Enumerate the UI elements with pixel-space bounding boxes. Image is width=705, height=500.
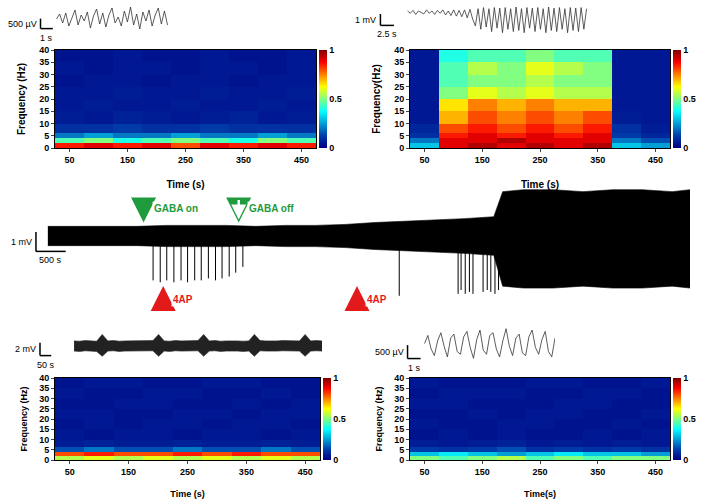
svg-text:25: 25 — [39, 404, 49, 414]
svg-text:350: 350 — [239, 467, 254, 477]
svg-text:30: 30 — [39, 394, 49, 404]
svg-text:2 mV: 2 mV — [15, 344, 36, 354]
svg-text:GABA off: GABA off — [249, 203, 294, 214]
svg-text:40: 40 — [394, 45, 404, 55]
svg-text:1 mV: 1 mV — [355, 15, 376, 25]
svg-text:50: 50 — [419, 155, 429, 165]
svg-text:Frequency (Hz): Frequency (Hz) — [374, 386, 384, 451]
svg-text:35: 35 — [394, 57, 404, 67]
svg-text:0: 0 — [683, 143, 688, 153]
svg-text:2.5 s: 2.5 s — [377, 29, 397, 39]
svg-text:Time (s): Time (s) — [166, 179, 204, 190]
svg-text:50 s: 50 s — [37, 360, 55, 370]
svg-text:450: 450 — [294, 155, 309, 165]
svg-text:10: 10 — [39, 119, 49, 129]
svg-text:350: 350 — [590, 467, 605, 477]
svg-text:4AP: 4AP — [173, 294, 193, 305]
svg-text:0.5: 0.5 — [329, 94, 342, 104]
svg-text:0: 0 — [44, 143, 49, 153]
svg-text:450: 450 — [648, 155, 663, 165]
svg-text:20: 20 — [39, 414, 49, 424]
svg-text:5: 5 — [44, 131, 49, 141]
svg-text:250: 250 — [532, 467, 547, 477]
svg-text:10: 10 — [39, 435, 49, 445]
svg-text:250: 250 — [532, 155, 547, 165]
svg-text:500 µV: 500 µV — [8, 19, 37, 29]
svg-text:15: 15 — [394, 424, 404, 434]
svg-text:5: 5 — [44, 445, 49, 455]
svg-text:35: 35 — [39, 383, 49, 393]
svg-text:35: 35 — [39, 57, 49, 67]
svg-text:500 s: 500 s — [39, 255, 62, 265]
svg-text:350: 350 — [590, 155, 605, 165]
svg-text:40: 40 — [39, 373, 49, 383]
svg-text:1 mV: 1 mV — [11, 237, 32, 247]
svg-text:450: 450 — [298, 467, 313, 477]
svg-text:250: 250 — [178, 155, 193, 165]
svg-text:25: 25 — [394, 404, 404, 414]
svg-text:15: 15 — [39, 106, 49, 116]
svg-text:25: 25 — [39, 82, 49, 92]
svg-text:15: 15 — [39, 424, 49, 434]
svg-text:0: 0 — [399, 455, 404, 465]
svg-text:Frequency (Hz): Frequency (Hz) — [19, 386, 29, 451]
svg-text:150: 150 — [475, 155, 490, 165]
svg-text:0: 0 — [44, 455, 49, 465]
svg-text:20: 20 — [394, 94, 404, 104]
svg-text:50: 50 — [65, 467, 75, 477]
svg-text:1 s: 1 s — [408, 363, 421, 373]
svg-text:1: 1 — [683, 45, 688, 55]
svg-text:5: 5 — [399, 131, 404, 141]
svg-text:250: 250 — [180, 467, 195, 477]
svg-text:50: 50 — [64, 155, 74, 165]
svg-text:GABA on: GABA on — [154, 203, 198, 214]
svg-text:10: 10 — [394, 435, 404, 445]
svg-text:0: 0 — [683, 455, 688, 465]
svg-text:15: 15 — [394, 106, 404, 116]
svg-text:150: 150 — [475, 467, 490, 477]
svg-text:0.5: 0.5 — [683, 94, 696, 104]
svg-text:Frequency(Hz): Frequency(Hz) — [371, 64, 382, 133]
svg-text:Time(s): Time(s) — [524, 489, 556, 499]
svg-text:10: 10 — [394, 119, 404, 129]
svg-text:4AP: 4AP — [367, 294, 387, 305]
svg-text:0.5: 0.5 — [683, 414, 696, 424]
svg-text:30: 30 — [394, 394, 404, 404]
svg-text:5: 5 — [399, 445, 404, 455]
svg-text:Time (s): Time (s) — [521, 179, 559, 190]
svg-text:1: 1 — [683, 373, 688, 383]
svg-text:350: 350 — [236, 155, 251, 165]
svg-text:500 µV: 500 µV — [375, 347, 404, 357]
svg-text:0: 0 — [399, 143, 404, 153]
svg-text:30: 30 — [394, 70, 404, 80]
svg-text:20: 20 — [39, 94, 49, 104]
svg-text:1: 1 — [333, 373, 338, 383]
svg-text:50: 50 — [419, 467, 429, 477]
svg-text:1 s: 1 s — [40, 33, 53, 43]
svg-text:1: 1 — [329, 45, 334, 55]
svg-text:150: 150 — [120, 155, 135, 165]
svg-text:450: 450 — [648, 467, 663, 477]
svg-text:150: 150 — [121, 467, 136, 477]
svg-text:35: 35 — [394, 383, 404, 393]
svg-text:40: 40 — [394, 373, 404, 383]
svg-text:40: 40 — [39, 45, 49, 55]
svg-text:0: 0 — [333, 455, 338, 465]
svg-text:0.5: 0.5 — [333, 414, 346, 424]
svg-text:25: 25 — [394, 82, 404, 92]
svg-text:Time (s): Time (s) — [170, 489, 204, 499]
svg-text:30: 30 — [39, 70, 49, 80]
svg-text:Frequency (Hz): Frequency (Hz) — [16, 63, 27, 135]
svg-text:20: 20 — [394, 414, 404, 424]
svg-text:0: 0 — [329, 143, 334, 153]
